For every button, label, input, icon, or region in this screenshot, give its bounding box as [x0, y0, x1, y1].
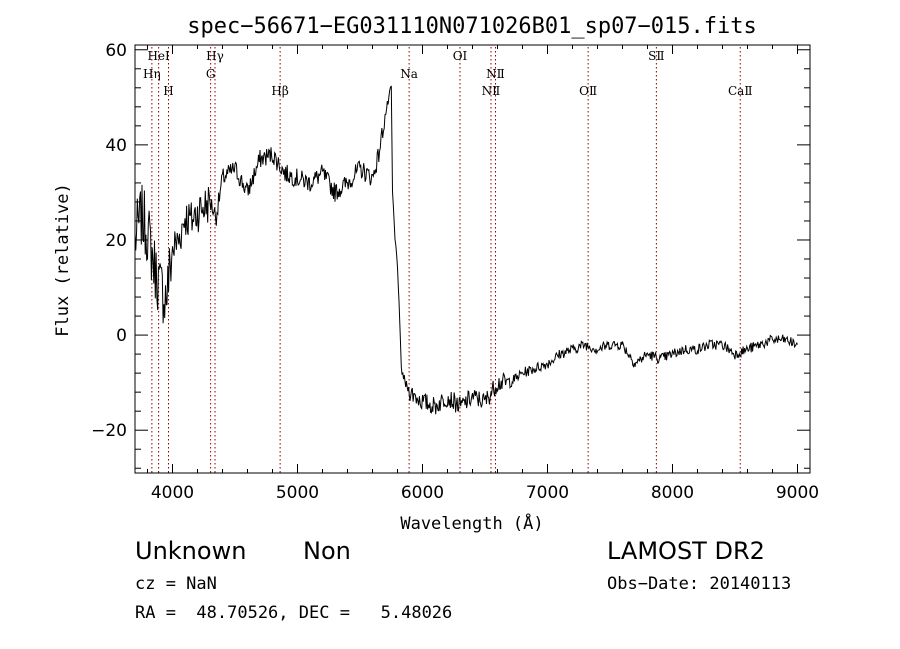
line-label: SⅡ: [648, 49, 664, 63]
spectrum-line: [134, 85, 798, 415]
y-tick-label: 0: [116, 326, 127, 346]
x-tick-label: 4000: [151, 483, 194, 503]
line-label: Na: [400, 67, 418, 81]
line-label: HeⅠ: [147, 49, 170, 63]
x-tick-label: 5000: [276, 483, 319, 503]
y-tick-label: −20: [91, 421, 127, 441]
redshift-cz: cz = NaN: [135, 574, 217, 594]
y-tick-label: 40: [105, 136, 127, 156]
y-tick-label: 60: [105, 41, 127, 61]
observation-date: Obs−Date: 20140113: [607, 574, 792, 594]
x-tick-label: 7000: [526, 483, 569, 503]
y-axis-label: Flux (relative): [53, 183, 73, 337]
coordinates: RA = 48.70526, DEC = 5.48026: [135, 603, 453, 623]
line-label: Hη: [143, 67, 161, 81]
x-tick-label: 9000: [776, 483, 819, 503]
x-axis-label: Wavelength (Å): [400, 512, 543, 534]
line-label: H: [163, 84, 173, 98]
x-tick-label: 8000: [651, 483, 694, 503]
object-class: Unknown: [135, 537, 247, 565]
object-subclass: Non: [303, 537, 351, 565]
line-label: NⅡ: [482, 84, 501, 98]
line-label: NⅡ: [486, 67, 505, 81]
identification-lines: HeⅠ HηH Hγ G Hβ Na OⅠ NⅡ NⅡ OⅡ SⅡ CaⅡ: [143, 47, 753, 473]
plot-frame: [134, 44, 811, 474]
chart-title: spec−56671−EG031110N071026B01_sp07−015.f…: [187, 14, 757, 39]
y-tick-label: 20: [105, 231, 127, 251]
survey-name: LAMOST DR2: [607, 537, 765, 565]
line-label: OⅠ: [453, 49, 468, 63]
line-label: OⅡ: [579, 84, 597, 98]
axes-ticks: 4000 5000 6000 7000 8000 9000 −20 0 20 40 60: [91, 41, 819, 503]
line-label: CaⅡ: [728, 84, 753, 98]
line-label: Hβ: [271, 84, 288, 98]
line-label: Hγ: [206, 49, 224, 63]
x-tick-label: 6000: [401, 483, 444, 503]
line-label: G: [206, 67, 216, 81]
